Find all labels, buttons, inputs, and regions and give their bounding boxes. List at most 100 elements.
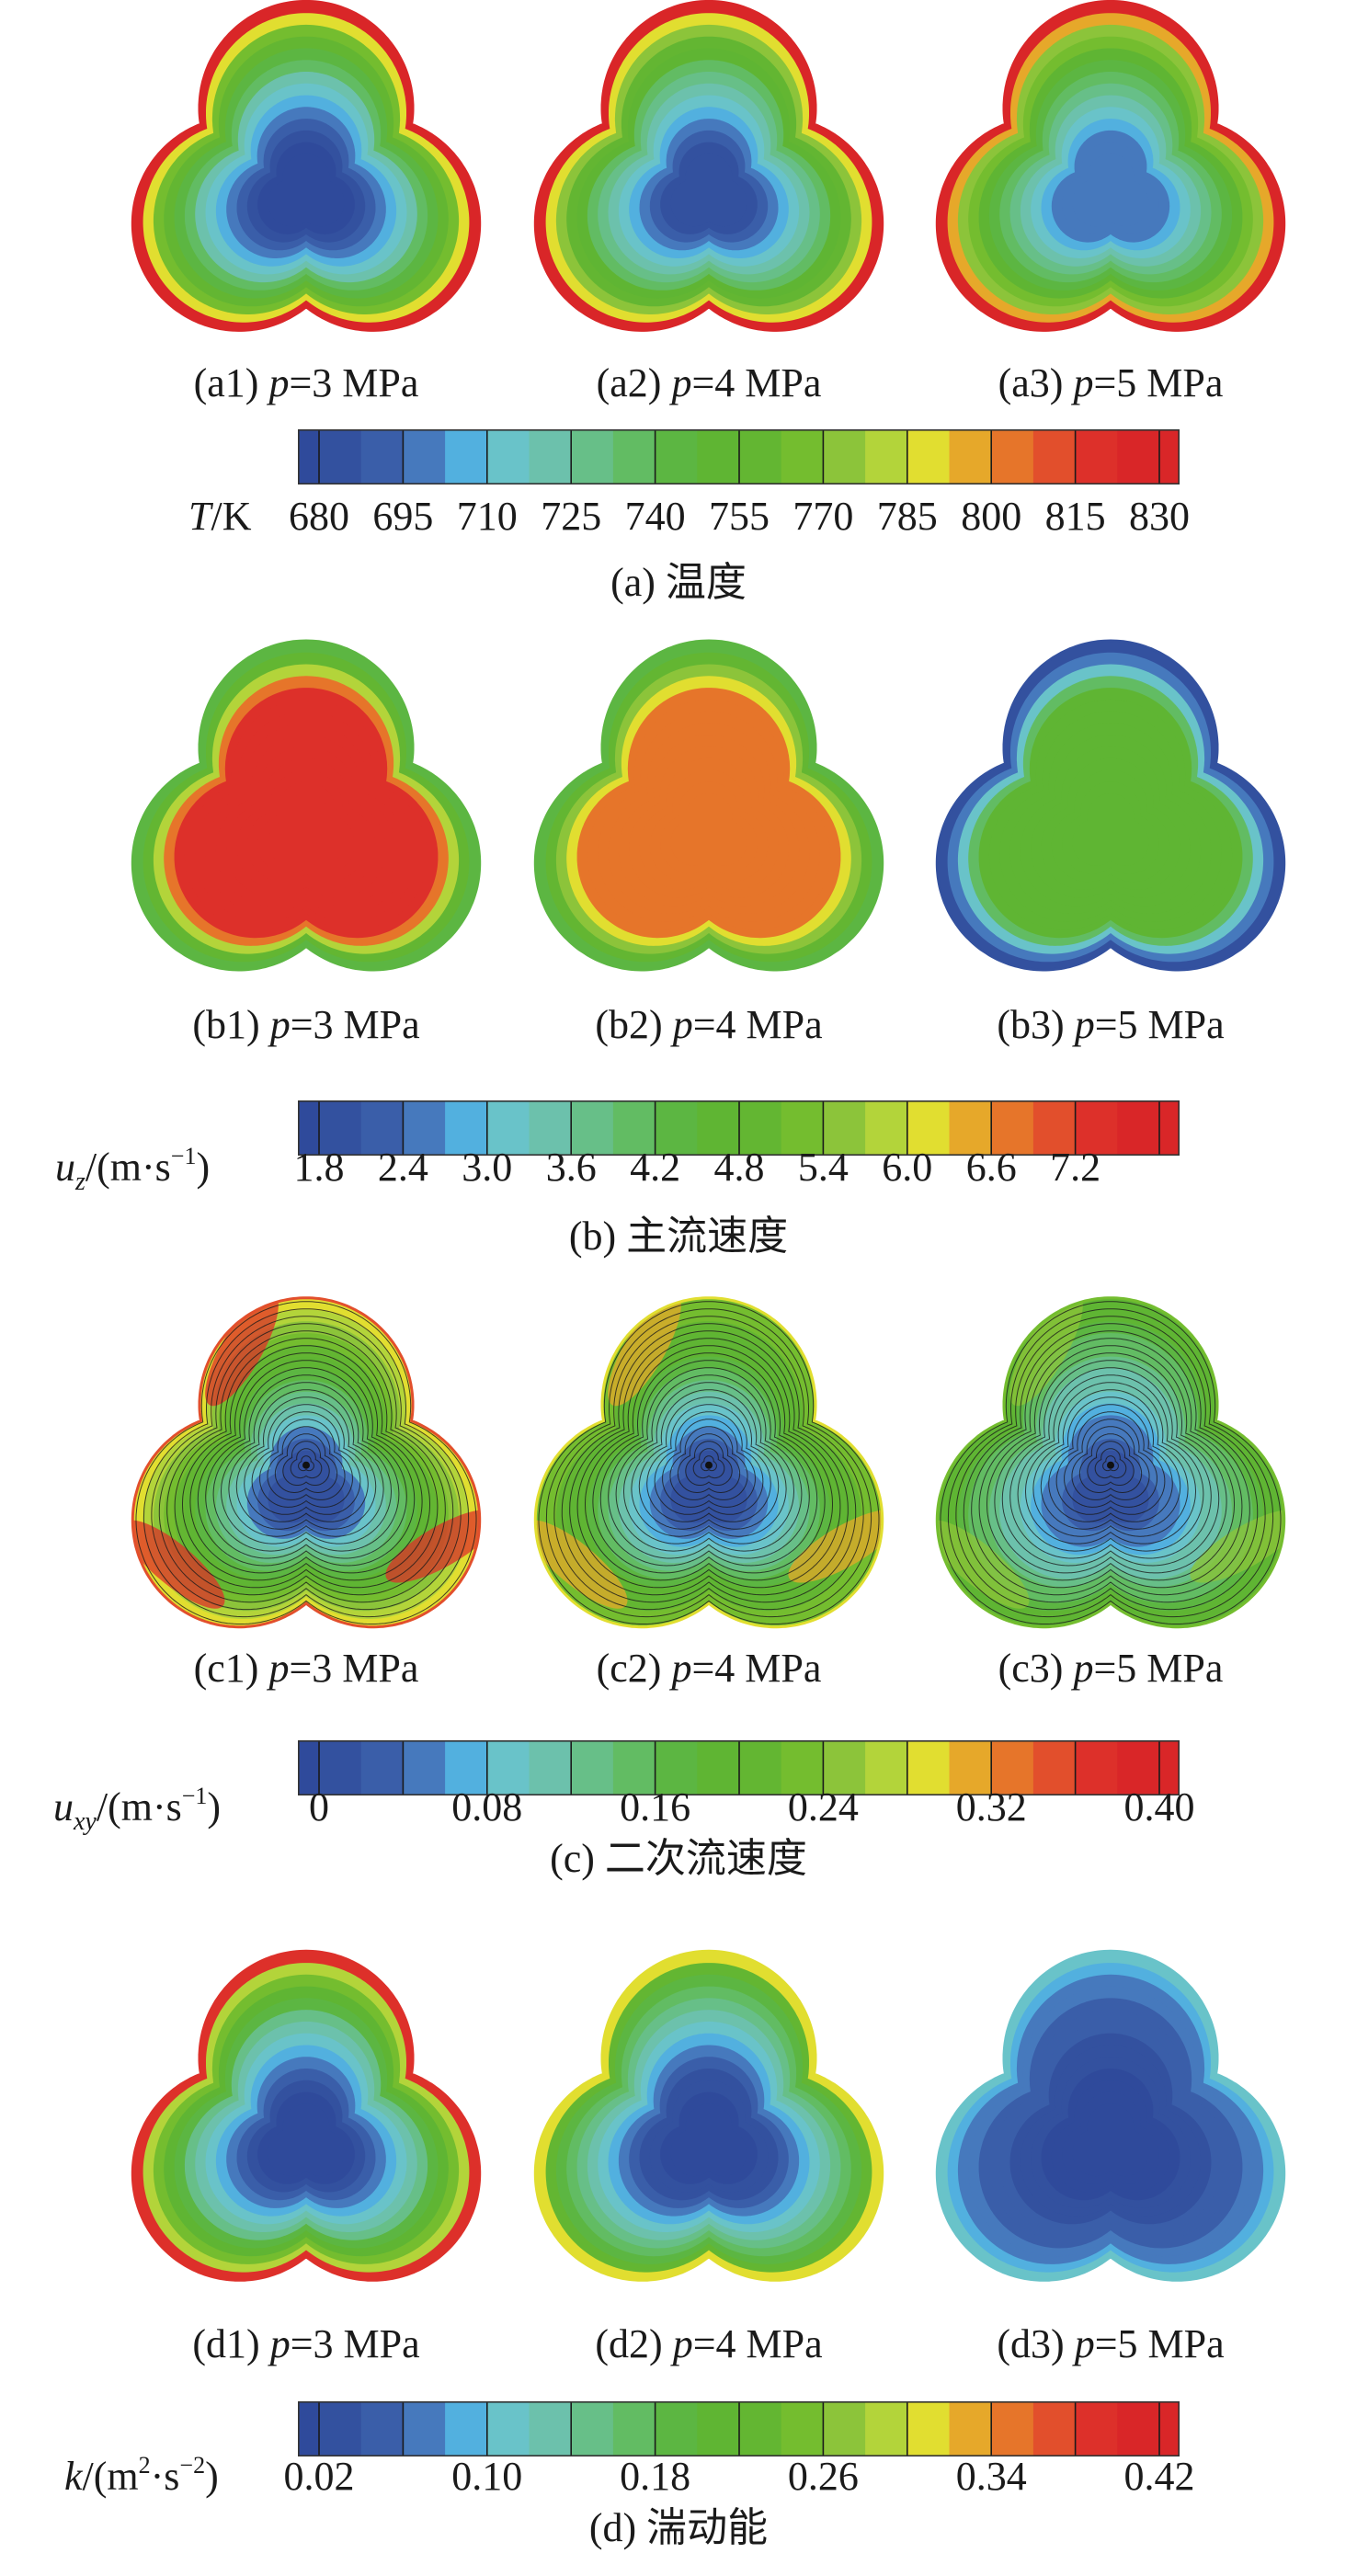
colorbar-tick-label: 800 <box>961 494 1022 539</box>
colorbar-swatch <box>319 2401 362 2456</box>
colorbar-swatch <box>571 2401 614 2456</box>
colorbar-tick-label: 0.18 <box>620 2454 691 2499</box>
contour-band <box>1072 154 1149 227</box>
colorbar-swatch <box>1117 2401 1160 2456</box>
streamline <box>986 1345 1235 1581</box>
colorbar-swatch <box>655 429 698 484</box>
streamline <box>290 1448 323 1479</box>
colorbar-swatch <box>991 429 1034 484</box>
streamline <box>1094 1448 1127 1479</box>
colorbar-swatch <box>298 429 320 484</box>
panel-a-temperature: (a1) p=3 MPa (a2) p=4 MPa (a3) p=5 MPa T… <box>0 0 1357 625</box>
colorbar-swatch <box>655 2401 698 2456</box>
streamline <box>608 1367 810 1559</box>
colorbar-tick-label: 0.32 <box>955 1784 1027 1829</box>
colorbar-swatch <box>823 1740 866 1795</box>
colorbar-swatch <box>360 429 404 484</box>
colorbar-swatch <box>655 1740 698 1795</box>
streamline <box>576 1338 841 1589</box>
vortex-center <box>1107 1461 1114 1469</box>
wall-outline <box>935 0 1286 332</box>
streamline <box>545 1308 872 1618</box>
colorbar-tick-label: 740 <box>624 494 686 539</box>
colorbar-swatch <box>823 429 866 484</box>
subplot-caption-b1: (b1) p=3 MPa <box>192 1002 420 1047</box>
panel-b-axial-velocity: (b1) p=3 MPa (b2) p=4 MPa (b3) p=5 MPa u… <box>0 0 1357 1269</box>
colorbar-swatch <box>781 1740 824 1795</box>
streamline <box>654 1411 764 1515</box>
colorbar-tick-label: 680 <box>289 494 349 539</box>
colorbar-swatch <box>571 1100 614 1156</box>
colorbar-c-label: uxy/(m·s−1) <box>53 1783 222 1836</box>
subplot-caption-d2: (d2) p=4 MPa <box>595 2321 823 2366</box>
wall-outline <box>935 639 1286 972</box>
colorbar-swatch <box>1075 1100 1118 1156</box>
colorbar-swatch <box>360 1740 404 1795</box>
streamline <box>585 1345 833 1581</box>
streamline <box>947 1308 1274 1618</box>
contour-band <box>670 154 747 227</box>
colorbar-swatch <box>571 1740 614 1795</box>
streamline <box>1048 1404 1173 1522</box>
streamline <box>646 1404 771 1522</box>
colorbar-swatch <box>298 2401 320 2456</box>
contour-map-c1 <box>131 1296 482 1629</box>
colorbar-tick-label: 4.8 <box>713 1145 765 1190</box>
wall-outline <box>533 0 884 332</box>
panel-a-maps <box>131 0 1286 332</box>
colorbar-swatch <box>403 429 446 484</box>
colorbar-swatch <box>445 2401 488 2456</box>
streamline <box>638 1396 780 1530</box>
panel-c-maps <box>131 1296 1286 1629</box>
colorbar-swatch <box>1075 2401 1118 2456</box>
colorbar-tick-label: 0.34 <box>955 2454 1027 2499</box>
subplot-caption-c3: (c3) p=5 MPa <box>998 1646 1224 1691</box>
colorbar-swatch <box>697 1100 740 1156</box>
streamline <box>298 1455 314 1472</box>
streamline <box>244 1404 369 1522</box>
colorbar-swatch <box>907 1100 950 1156</box>
colorbar-swatch <box>1159 1100 1180 1156</box>
streamline <box>569 1330 849 1596</box>
colorbar-swatch <box>1032 1740 1077 1795</box>
panel-a-caption: (a) 温度 <box>610 559 747 606</box>
streamline <box>1055 1411 1166 1515</box>
wall-outline <box>131 1296 482 1629</box>
colorbar-swatch <box>991 1100 1034 1156</box>
colorbar-swatch <box>486 2401 530 2456</box>
colorbar-b-label: uz/(m·s−1) <box>55 1143 211 1196</box>
colorbar-tick-label: 0.02 <box>283 2454 355 2499</box>
colorbar-a-label: T/K <box>188 494 252 539</box>
contour-map-b3 <box>935 639 1286 972</box>
colorbar-tick-label: 0.42 <box>1123 2454 1195 2499</box>
streamline <box>267 1426 346 1500</box>
streamline <box>158 1323 454 1603</box>
colorbar-d-label: k/(m2·s−2) <box>64 2452 219 2499</box>
colorbar-swatch <box>949 2401 992 2456</box>
colorbar-tick-label: 710 <box>456 494 518 539</box>
streamline <box>212 1374 400 1552</box>
contour-band <box>670 2103 747 2177</box>
colorbar-swatch <box>529 1100 572 1156</box>
streamline <box>963 1323 1259 1603</box>
streamline <box>259 1419 353 1508</box>
colorbar-swatch <box>1159 1740 1180 1795</box>
contour-map-c3 <box>935 1296 1286 1629</box>
contour-map-b1 <box>131 639 482 972</box>
streamline <box>1087 1441 1135 1486</box>
panel-c-secondary-velocity: (c1) p=3 MPa (c2) p=4 MPa (c3) p=5 MPa u… <box>53 1296 1286 1879</box>
wall-outline <box>533 1949 884 2282</box>
contour-band <box>268 793 345 866</box>
streamline <box>221 1382 392 1544</box>
contour-band <box>1072 1450 1149 1523</box>
wall-outline <box>533 639 884 972</box>
colorbar-swatch <box>319 1740 362 1795</box>
colorbar-swatch <box>403 1740 446 1795</box>
colorbar-swatch <box>1159 2401 1180 2456</box>
colorbar-swatch <box>1117 1100 1160 1156</box>
colorbar-swatch <box>360 1100 404 1156</box>
colorbar-swatch <box>1075 1740 1118 1795</box>
streamline <box>592 1352 826 1574</box>
subplot-caption-a1: (a1) p=3 MPa <box>193 360 419 405</box>
streamline <box>538 1301 880 1624</box>
